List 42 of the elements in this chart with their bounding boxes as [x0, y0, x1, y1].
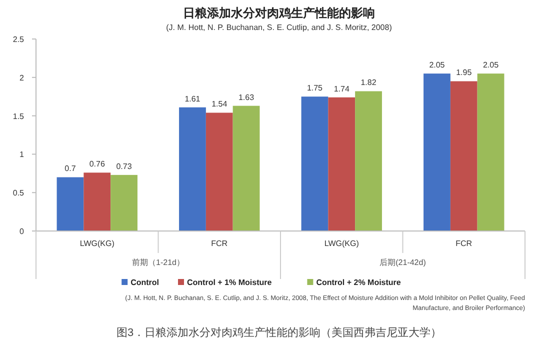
x-tick-label: LWG(KG)	[80, 239, 115, 248]
bar	[84, 172, 111, 231]
data-label: 1.75	[306, 84, 324, 93]
chart-subtitle: (J. M. Hott, N. P. Buchanan, S. E. Cutlip, and J. S. Moritz, 2008)	[166, 23, 392, 32]
x-tick-label: LWG(KG)	[324, 239, 360, 248]
data-label: 1.61	[184, 94, 201, 104]
y-tick-label: 0	[20, 227, 25, 236]
data-label: 1.54	[212, 100, 228, 109]
x-tick-label: FCR	[456, 239, 472, 248]
bar	[424, 74, 450, 231]
y-tick-label: 0.5	[12, 188, 25, 198]
chart-title: 日粮添加水分对肉鸡生产性能的影响	[183, 6, 375, 20]
data-label: 1.63	[238, 92, 255, 102]
y-tick-label: 2	[20, 73, 25, 82]
bar	[110, 174, 138, 231]
legend-label: Control + 1% Moisture	[187, 278, 272, 287]
bar	[301, 96, 328, 231]
bar	[206, 112, 233, 231]
data-label: 2.05	[429, 60, 446, 70]
bar	[232, 106, 260, 231]
bar	[56, 177, 84, 231]
data-label: 1.74	[334, 84, 350, 94]
bar	[179, 107, 206, 231]
text: 后期(21-42d)	[380, 258, 426, 267]
data-label: 1.82	[360, 78, 377, 88]
data-label: 0.7	[64, 164, 76, 174]
y-tick-label: 1.5	[12, 112, 25, 121]
y-tick-label: 2.5	[12, 35, 25, 44]
x-tick-label: FCR	[211, 239, 228, 248]
data-label: 1.95	[456, 68, 472, 78]
y-tick-label: 1	[20, 150, 25, 160]
bar	[450, 81, 478, 231]
bar	[477, 74, 504, 231]
caption: 图3．日粮添加水分对肉鸡生产性能的影响（美国西弗吉尼亚大学）	[116, 326, 442, 339]
text: 前期（1-21d）	[132, 258, 184, 267]
data-label: 0.73	[116, 162, 132, 171]
bar	[355, 91, 382, 231]
data-label: 2.05	[482, 60, 500, 70]
legend-label: Control + 2% Moisture	[316, 278, 402, 287]
data-label: 0.76	[89, 160, 106, 169]
legend-label: Control	[130, 278, 160, 287]
bar	[328, 97, 356, 231]
